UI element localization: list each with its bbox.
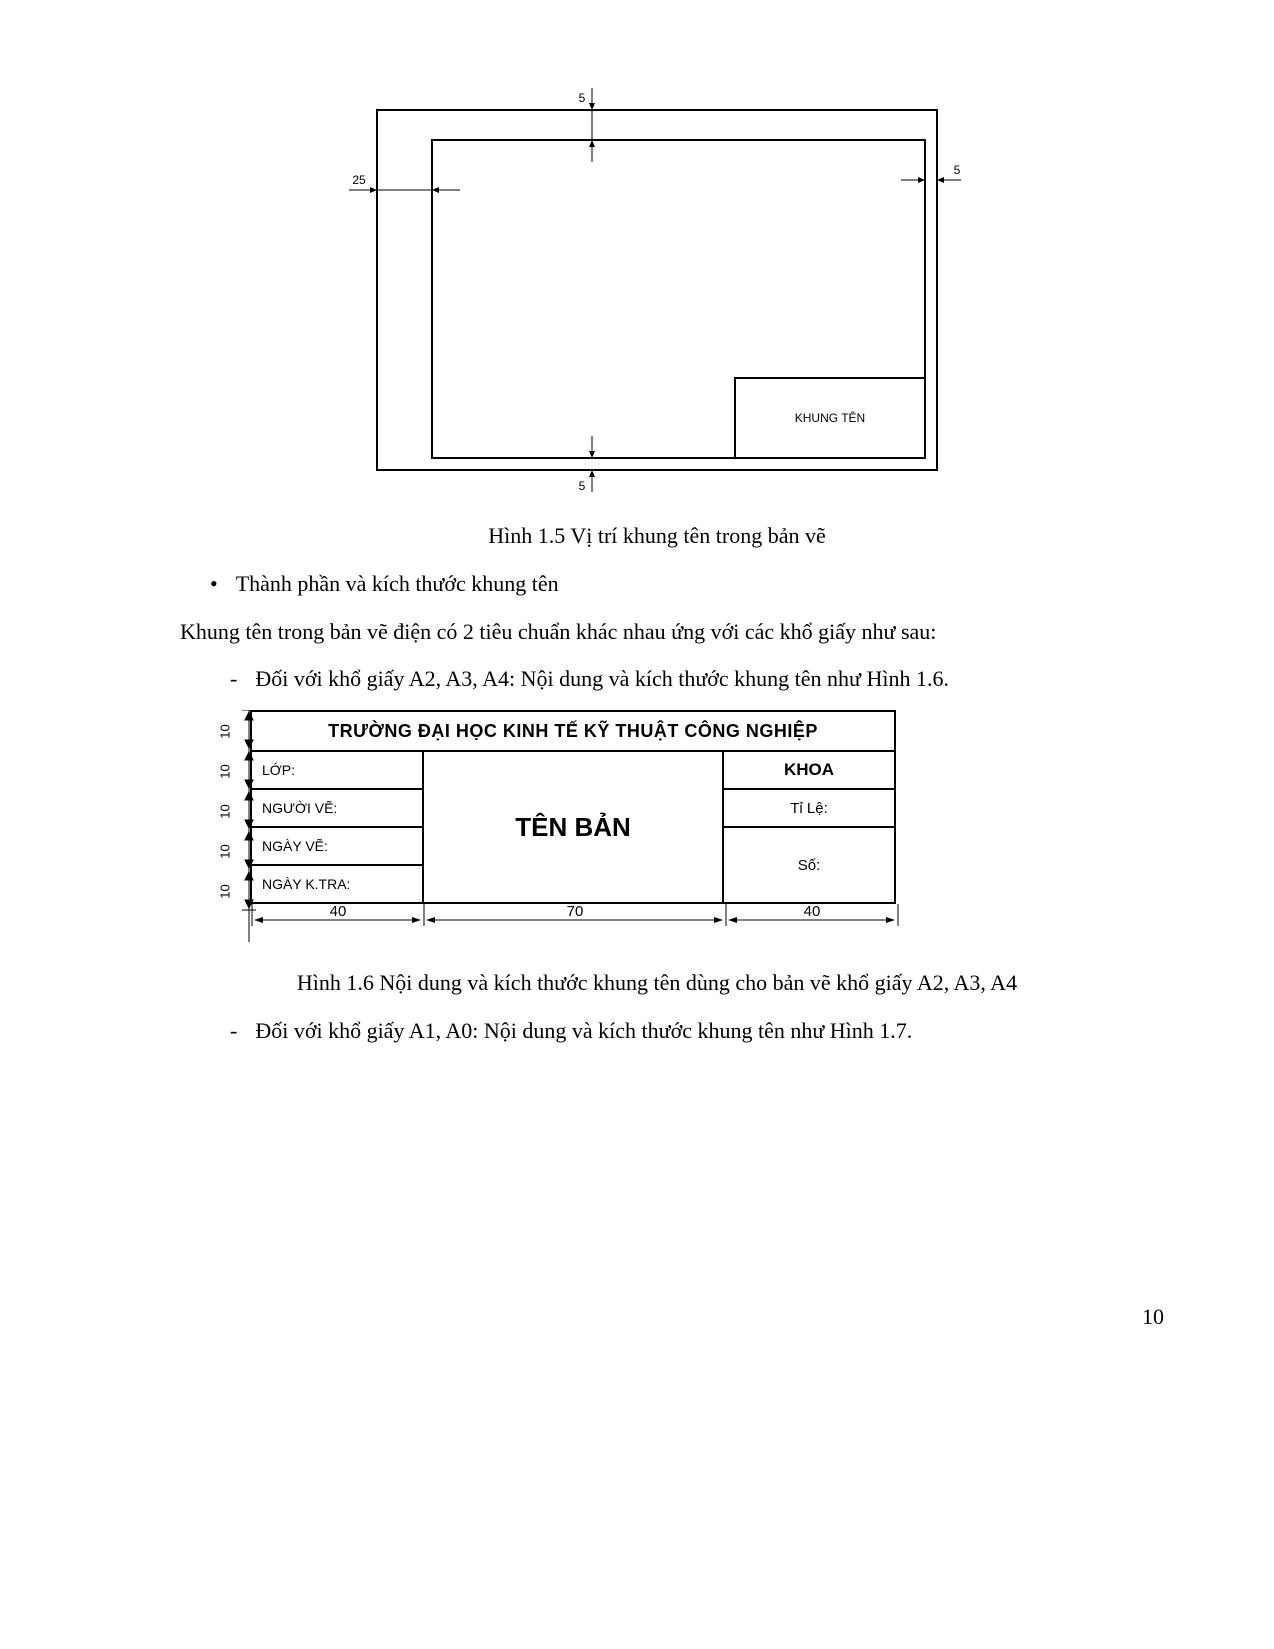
figure-1-5-svg: KHUNG TÊN 5 25 5 5 [327,80,987,500]
row-dim-3: 10 [218,844,233,858]
col-dim-0: 40 [330,904,347,920]
col-dim-2: 40 [804,904,821,920]
vertical-dimension-column [242,710,256,904]
figure-1-5-caption: Hình 1.5 Vị trí khung tên trong bản vẽ [140,523,1174,549]
dash-item-a234: Đối với khổ giấy A2, A3, A4: Nội dung và… [230,666,1174,692]
tb-right-so: Số: [723,827,895,903]
tb-right-tile: Tỉ Lệ: [723,789,895,827]
dash-item-a10: Đối với khổ giấy A1, A0: Nội dung và kíc… [230,1018,1174,1044]
figure-1-5: KHUNG TÊN 5 25 5 5 [140,80,1174,505]
tb-left-0: LỚP: [251,751,423,789]
tb-left-1: NGƯỜI VẼ: [251,789,423,827]
svg-text:KHUNG TÊN: KHUNG TÊN [795,410,865,425]
row-dim-0: 10 [218,724,233,738]
dash-text-2: Đối với khổ giấy A1, A0: Nội dung và kíc… [255,1018,912,1044]
row-dim-1: 10 [218,764,233,778]
bullet-text: Thành phần và kích thước khung tên [236,571,559,597]
col-dim-1: 70 [567,904,584,920]
tb-left-3: NGÀY K.TRA: [251,865,423,903]
tb-center: TÊN BẢN [423,751,723,903]
svg-text:5: 5 [579,479,586,493]
tb-left-2: NGÀY VẼ: [251,827,423,865]
figure-1-6: 10 10 10 10 10 TRƯỜNG ĐẠI HỌC KINH TẾ KỸ… [200,710,1174,932]
svg-text:5: 5 [579,91,586,105]
dash-text-1: Đối với khổ giấy A2, A3, A4: Nội dung và… [255,666,949,692]
svg-text:25: 25 [352,173,366,187]
row-dim-2: 10 [218,804,233,818]
horizontal-dimension-row: 40 70 40 [250,904,1174,932]
tb-right-khoa: KHOA [723,751,895,789]
paragraph-intro: Khung tên trong bản vẽ điện có 2 tiêu ch… [180,615,1174,648]
row-dim-4: 10 [218,884,233,898]
page-number: 10 [140,1304,1164,1330]
figure-1-6-caption: Hình 1.6 Nội dung và kích thước khung tê… [140,970,1174,996]
svg-text:5: 5 [954,163,961,177]
title-block-table: TRƯỜNG ĐẠI HỌC KINH TẾ KỸ THUẬT CÔNG NGH… [250,710,896,904]
bullet-components: Thành phần và kích thước khung tên [210,571,1174,597]
tb-header: TRƯỜNG ĐẠI HỌC KINH TẾ KỸ THUẬT CÔNG NGH… [251,711,895,751]
